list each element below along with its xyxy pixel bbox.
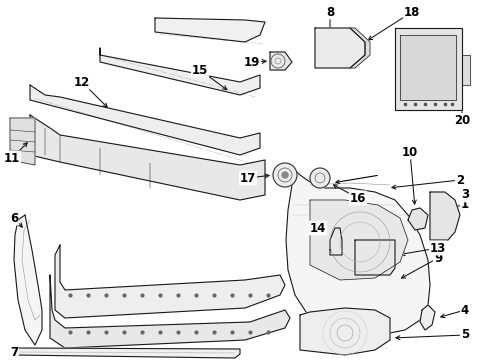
- Polygon shape: [30, 115, 265, 200]
- Polygon shape: [100, 48, 260, 95]
- Circle shape: [282, 172, 288, 178]
- Circle shape: [310, 168, 330, 188]
- Polygon shape: [355, 240, 395, 275]
- Polygon shape: [462, 55, 470, 85]
- Polygon shape: [155, 18, 265, 42]
- Text: 18: 18: [404, 5, 420, 18]
- Polygon shape: [286, 170, 430, 335]
- Text: 20: 20: [454, 113, 470, 126]
- Text: 14: 14: [310, 221, 326, 234]
- Text: 13: 13: [430, 242, 446, 255]
- Circle shape: [273, 163, 297, 187]
- Polygon shape: [10, 118, 35, 165]
- Polygon shape: [408, 208, 428, 230]
- Text: 1: 1: [461, 198, 469, 211]
- Polygon shape: [300, 308, 390, 355]
- Text: 7: 7: [10, 346, 18, 359]
- Polygon shape: [55, 245, 285, 318]
- Polygon shape: [15, 348, 240, 358]
- Text: 3: 3: [461, 189, 469, 202]
- Text: 11: 11: [4, 152, 20, 165]
- Text: 15: 15: [192, 63, 208, 77]
- Text: 8: 8: [326, 5, 334, 18]
- Polygon shape: [420, 305, 435, 330]
- Text: 19: 19: [244, 55, 260, 68]
- Text: 6: 6: [10, 211, 18, 225]
- Text: 16: 16: [350, 192, 366, 204]
- Polygon shape: [14, 215, 42, 345]
- Text: 5: 5: [461, 328, 469, 342]
- Polygon shape: [315, 28, 365, 68]
- Text: 17: 17: [240, 171, 256, 184]
- Text: 10: 10: [402, 145, 418, 158]
- Text: 2: 2: [456, 174, 464, 186]
- Text: 4: 4: [461, 303, 469, 316]
- Polygon shape: [310, 200, 408, 280]
- Polygon shape: [270, 52, 292, 70]
- Polygon shape: [330, 228, 342, 255]
- Polygon shape: [30, 85, 260, 155]
- Text: 12: 12: [74, 76, 90, 89]
- Polygon shape: [430, 192, 460, 240]
- Polygon shape: [50, 275, 290, 348]
- Polygon shape: [395, 28, 462, 110]
- Text: 9: 9: [434, 252, 442, 265]
- Polygon shape: [400, 35, 456, 100]
- Polygon shape: [350, 28, 370, 68]
